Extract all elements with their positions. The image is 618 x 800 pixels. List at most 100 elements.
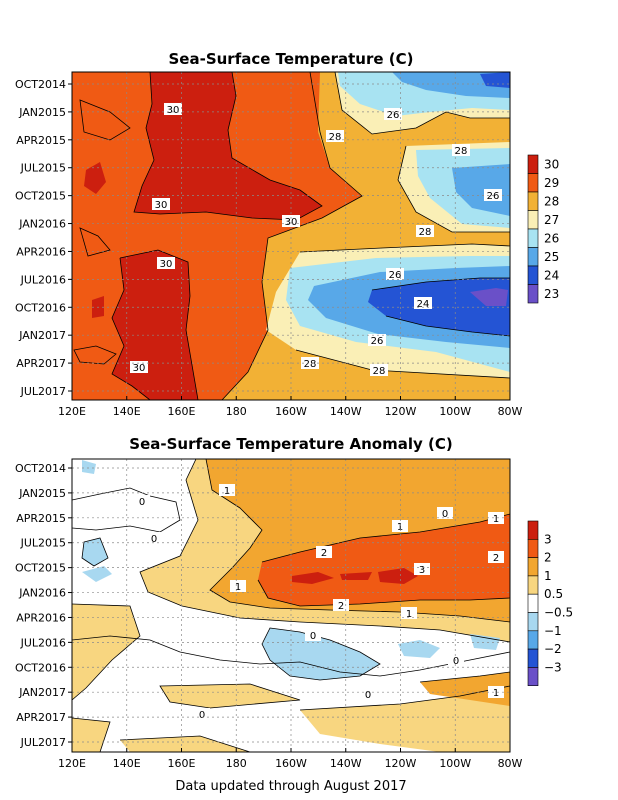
sst-colorbar: 30 29 28 27 26 25 24 23 <box>527 154 559 304</box>
colorbar-swatch <box>527 648 539 668</box>
anomaly-label-16: 0 <box>194 708 210 721</box>
sst-label-4: 28 <box>452 144 470 157</box>
colorbar-swatch <box>527 191 539 211</box>
svg-text:0: 0 <box>199 710 205 721</box>
x-tick-label: 100W <box>439 405 471 418</box>
sst-y-axis: OCT2014 JAN2015 APR2015 JUL2015 OCT2015 JAN20… <box>15 78 72 398</box>
y-tick-label: APR2016 <box>16 611 66 624</box>
y-tick-label: APR2015 <box>16 134 66 147</box>
colorbar-label: −3 <box>544 660 562 674</box>
anomaly-gridlines <box>72 459 510 752</box>
x-tick-label: 100W <box>439 757 471 770</box>
sst-label-14: 28 <box>301 357 319 370</box>
svg-text:1: 1 <box>224 486 230 497</box>
y-tick-label: APR2017 <box>16 711 66 724</box>
y-tick-label: JUL2016 <box>20 636 66 649</box>
anomaly-label-5: 1 <box>392 520 408 533</box>
y-tick-label: OCT2015 <box>15 562 66 575</box>
svg-text:1: 1 <box>406 609 412 620</box>
colorbar-swatch <box>527 265 539 285</box>
svg-text:28: 28 <box>455 146 468 157</box>
colorbar-label: 25 <box>544 250 559 264</box>
sst-panel: Sea-Surface Temperature (C) <box>15 50 559 418</box>
y-tick-label: JUL2017 <box>20 736 66 749</box>
svg-text:30: 30 <box>160 259 173 270</box>
y-tick-label: APR2016 <box>16 245 66 258</box>
sst-label-6: 30 <box>152 198 170 211</box>
anomaly-label-9: 1 <box>230 580 246 593</box>
svg-text:26: 26 <box>487 191 500 202</box>
y-tick-label: JUL2015 <box>20 537 66 550</box>
svg-text:28: 28 <box>373 366 386 377</box>
sst-band-24 <box>368 72 510 336</box>
colorbar-label: 0.5 <box>544 587 563 601</box>
y-tick-label: JUL2017 <box>20 385 66 398</box>
colorbar-label: 1 <box>544 569 552 583</box>
colorbar-swatch <box>527 612 539 632</box>
sst-label-15: 28 <box>370 364 388 377</box>
colorbar-swatch <box>527 520 539 540</box>
colorbar-swatch <box>527 630 539 650</box>
y-tick-label: OCT2015 <box>15 190 66 203</box>
colorbar-swatch <box>527 575 539 595</box>
colorbar-label: 23 <box>544 287 559 301</box>
colorbar-swatch <box>527 228 539 248</box>
anomaly-label-8: 3 <box>414 563 430 576</box>
y-tick-label: JAN2015 <box>18 106 66 119</box>
sst-band-23 <box>470 288 508 306</box>
svg-text:30: 30 <box>133 363 146 374</box>
y-tick-label: JAN2017 <box>18 329 66 342</box>
anomaly-contours <box>72 459 510 752</box>
anomaly-label-12: 0 <box>305 629 321 642</box>
y-tick-label: OCT2016 <box>15 301 66 314</box>
svg-text:0: 0 <box>442 509 448 520</box>
colorbar-label: 2 <box>544 551 552 565</box>
svg-text:0: 0 <box>365 690 371 701</box>
svg-text:28: 28 <box>304 359 317 370</box>
x-tick-label: 160W <box>275 405 307 418</box>
sst-label-3: 28 <box>326 130 344 143</box>
x-tick-label: 140E <box>113 757 141 770</box>
sst-label-13: 30 <box>130 361 148 374</box>
colorbar-label: −1 <box>544 624 562 638</box>
anomaly-colorbar: 3 2 1 0.5 −0.5 −1 −2 −3 <box>527 520 573 687</box>
colorbar-label: 3 <box>544 532 552 546</box>
anomaly-label-3: 0 <box>437 507 453 520</box>
sst-label-12: 26 <box>368 334 386 347</box>
y-tick-label: JAN2017 <box>18 686 66 699</box>
colorbar-swatch <box>527 210 539 230</box>
colorbar-label: −2 <box>544 642 562 656</box>
x-tick-label: 120E <box>58 405 86 418</box>
footer-note: Data updated through August 2017 <box>175 779 406 794</box>
sst-label-8: 28 <box>416 225 434 238</box>
svg-text:0: 0 <box>310 631 316 642</box>
colorbar-label: 27 <box>544 213 559 227</box>
anomaly-label-2: 0 <box>134 495 150 508</box>
svg-text:2: 2 <box>338 601 344 612</box>
x-tick-label: 120W <box>385 405 417 418</box>
svg-text:30: 30 <box>167 105 180 116</box>
anomaly-label-4: 1 <box>488 512 504 525</box>
colorbar-swatch <box>527 247 539 267</box>
colorbar-label: 29 <box>544 176 559 190</box>
anomaly-band-2 <box>258 514 510 606</box>
sst-gridlines <box>72 72 510 400</box>
sst-label-1: 30 <box>164 103 182 116</box>
y-tick-label: APR2017 <box>16 357 66 370</box>
y-tick-label: JUL2016 <box>20 273 66 286</box>
anomaly-x-axis: 120E 140E 160E 180 160W 140W 120W 100W 80W <box>58 748 523 770</box>
anomaly-label-13: 0 <box>448 654 464 667</box>
sst-field: 30 26 28 28 26 30 30 28 30 26 24 26 30 2… <box>72 72 510 400</box>
sst-title: Sea-Surface Temperature (C) <box>169 50 414 68</box>
svg-text:26: 26 <box>371 336 384 347</box>
y-tick-label: APR2015 <box>16 512 66 525</box>
x-tick-label: 180 <box>226 405 247 418</box>
anomaly-label-14: 0 <box>360 688 376 701</box>
sst-label-7: 30 <box>282 215 300 228</box>
sst-x-axis: 120E 140E 160E 180 160W 140W 120W 100W 80W <box>58 396 523 418</box>
svg-text:0: 0 <box>453 656 459 667</box>
x-tick-label: 140E <box>113 405 141 418</box>
svg-text:1: 1 <box>493 514 499 525</box>
svg-text:1: 1 <box>397 522 403 533</box>
